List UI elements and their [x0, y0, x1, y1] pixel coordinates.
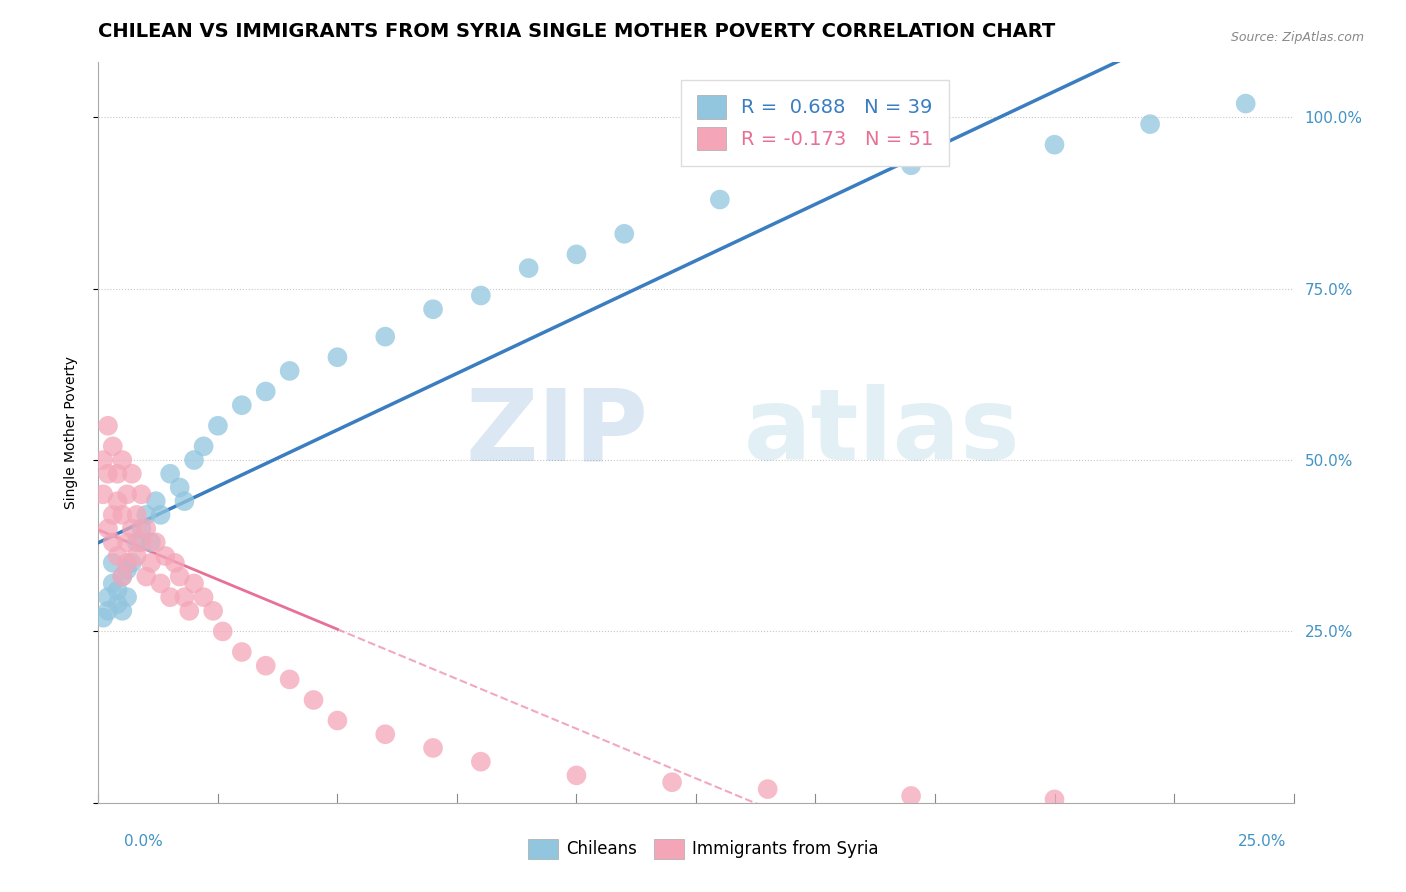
Point — [111, 569, 134, 583]
Text: 25.0%: 25.0% — [1239, 834, 1286, 849]
Point — [135, 508, 157, 522]
Legend: R =  0.688   N = 39, R = -0.173   N = 51: R = 0.688 N = 39, R = -0.173 N = 51 — [681, 79, 949, 166]
Point — [193, 590, 215, 604]
Point — [1043, 792, 1066, 806]
Point — [115, 487, 138, 501]
Point — [139, 556, 162, 570]
Point — [193, 439, 215, 453]
Point — [149, 508, 172, 522]
Point — [115, 556, 138, 570]
Point — [231, 398, 253, 412]
Point — [155, 549, 177, 563]
Point — [326, 714, 349, 728]
Point — [1139, 117, 1161, 131]
Point — [107, 597, 129, 611]
Point — [91, 487, 114, 501]
Point — [107, 494, 129, 508]
Point — [111, 569, 134, 583]
Point — [278, 673, 301, 687]
Text: ZIP: ZIP — [465, 384, 648, 481]
Point — [91, 610, 114, 624]
Point — [97, 418, 120, 433]
Text: atlas: atlas — [744, 384, 1021, 481]
Point — [111, 453, 134, 467]
Point — [169, 569, 191, 583]
Point — [121, 556, 143, 570]
Point — [163, 556, 186, 570]
Point — [145, 494, 167, 508]
Point — [139, 535, 162, 549]
Point — [97, 522, 120, 536]
Point — [254, 384, 277, 399]
Point — [107, 467, 129, 481]
Text: Source: ZipAtlas.com: Source: ZipAtlas.com — [1230, 31, 1364, 45]
Point — [135, 569, 157, 583]
Point — [900, 158, 922, 172]
Point — [565, 768, 588, 782]
Point — [374, 727, 396, 741]
Point — [173, 494, 195, 508]
Point — [159, 467, 181, 481]
Point — [115, 590, 138, 604]
Legend: Chileans, Immigrants from Syria: Chileans, Immigrants from Syria — [522, 832, 884, 866]
Point — [470, 288, 492, 302]
Point — [101, 535, 124, 549]
Point — [302, 693, 325, 707]
Point — [131, 535, 153, 549]
Point — [97, 604, 120, 618]
Point — [135, 522, 157, 536]
Point — [202, 604, 225, 618]
Point — [278, 364, 301, 378]
Point — [101, 576, 124, 591]
Point — [111, 508, 134, 522]
Point — [107, 583, 129, 598]
Point — [517, 261, 540, 276]
Point — [211, 624, 233, 639]
Point — [125, 508, 148, 522]
Point — [179, 604, 201, 618]
Point — [173, 590, 195, 604]
Point — [169, 480, 191, 494]
Point — [145, 535, 167, 549]
Point — [101, 439, 124, 453]
Point — [183, 453, 205, 467]
Point — [121, 522, 143, 536]
Point — [231, 645, 253, 659]
Point — [121, 467, 143, 481]
Point — [709, 193, 731, 207]
Point — [374, 329, 396, 343]
Point — [422, 302, 444, 317]
Point — [101, 508, 124, 522]
Point — [1043, 137, 1066, 152]
Point — [125, 549, 148, 563]
Point — [131, 522, 153, 536]
Point — [107, 549, 129, 563]
Point — [115, 563, 138, 577]
Point — [254, 658, 277, 673]
Point — [1234, 96, 1257, 111]
Point — [91, 453, 114, 467]
Point — [326, 350, 349, 364]
Point — [661, 775, 683, 789]
Point — [125, 535, 148, 549]
Point — [159, 590, 181, 604]
Point — [756, 782, 779, 797]
Point — [183, 576, 205, 591]
Point — [97, 467, 120, 481]
Point — [207, 418, 229, 433]
Point — [111, 604, 134, 618]
Point — [470, 755, 492, 769]
Point — [149, 576, 172, 591]
Point — [422, 741, 444, 756]
Point — [97, 590, 120, 604]
Point — [565, 247, 588, 261]
Point — [101, 556, 124, 570]
Point — [613, 227, 636, 241]
Point — [900, 789, 922, 803]
Y-axis label: Single Mother Poverty: Single Mother Poverty — [63, 356, 77, 509]
Text: 0.0%: 0.0% — [124, 834, 163, 849]
Point — [115, 535, 138, 549]
Point — [131, 487, 153, 501]
Text: CHILEAN VS IMMIGRANTS FROM SYRIA SINGLE MOTHER POVERTY CORRELATION CHART: CHILEAN VS IMMIGRANTS FROM SYRIA SINGLE … — [98, 22, 1056, 41]
